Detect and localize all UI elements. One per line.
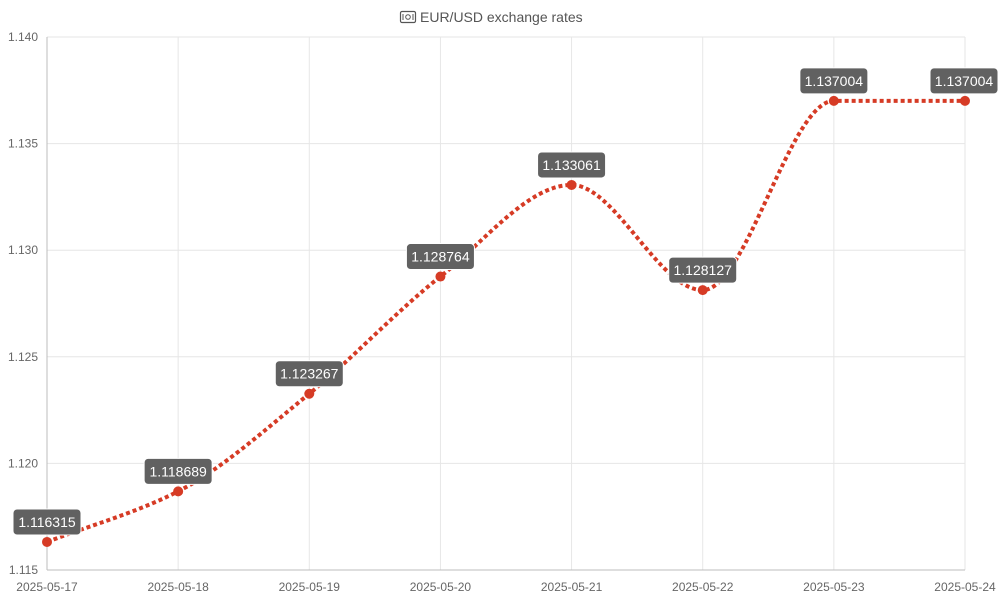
banknote-icon xyxy=(399,10,417,24)
data-label-text: 1.133061 xyxy=(542,157,601,173)
data-label-text: 1.137004 xyxy=(935,73,994,89)
x-tick-label: 2025-05-22 xyxy=(672,580,734,594)
series-line xyxy=(46,98,965,544)
data-label: 1.133061 xyxy=(537,151,607,179)
data-label-text: 1.118689 xyxy=(149,463,207,479)
data-label-text: 1.116315 xyxy=(18,514,76,530)
data-label: 1.116315 xyxy=(12,508,82,536)
x-tick-label: 2025-05-23 xyxy=(803,580,865,594)
data-label-background xyxy=(274,360,344,388)
data-points xyxy=(42,95,970,547)
y-tick-label: 1.125 xyxy=(8,350,38,364)
data-label-background xyxy=(799,67,869,95)
data-label-background xyxy=(668,256,738,284)
data-label: 1.128764 xyxy=(405,243,475,271)
data-label: 1.137004 xyxy=(799,67,869,95)
chart-title: EUR/USD exchange rates xyxy=(399,9,583,25)
axes: 1.115 1.120 1.125 1.130 1.135 1.140 2025-05-17… xyxy=(8,30,996,594)
data-label-text: 1.123267 xyxy=(280,366,339,382)
y-tick-label: 1.120 xyxy=(8,456,38,470)
data-label-background xyxy=(929,67,999,95)
data-label-text: 1.128764 xyxy=(411,249,470,265)
data-label: 1.128127 xyxy=(668,256,738,284)
y-tick-label: 1.135 xyxy=(8,137,38,151)
data-label-background xyxy=(537,151,607,179)
x-tick-label: 2025-05-21 xyxy=(541,580,603,594)
x-tick-label: 2025-05-20 xyxy=(410,580,472,594)
y-tick-label: 1.140 xyxy=(8,30,38,44)
data-point[interactable] xyxy=(42,536,52,547)
data-label: 1.137004 xyxy=(929,67,999,95)
series-line-layer xyxy=(46,98,965,544)
data-label-background xyxy=(143,457,213,485)
x-tick-label: 2025-05-18 xyxy=(147,580,209,594)
chart-title-text: EUR/USD exchange rates xyxy=(420,9,583,25)
x-tick-label: 2025-05-19 xyxy=(279,580,341,594)
data-labels: 1.116315 1.118689 1.123267 1.128764 1.133061… xyxy=(12,67,999,536)
data-point[interactable] xyxy=(435,271,446,282)
data-point[interactable] xyxy=(960,95,970,106)
data-point[interactable] xyxy=(697,285,708,296)
data-label: 1.123267 xyxy=(274,360,344,388)
data-point[interactable] xyxy=(304,388,315,399)
data-point[interactable] xyxy=(566,179,577,190)
y-tick-label: 1.130 xyxy=(8,243,38,257)
data-label-text: 1.137004 xyxy=(805,73,864,89)
data-label-background xyxy=(405,243,475,271)
x-tick-label: 2025-05-24 xyxy=(934,580,996,594)
data-label-background xyxy=(12,508,82,536)
x-tick-label: 2025-05-17 xyxy=(16,580,78,594)
data-label-text: 1.128127 xyxy=(674,262,733,278)
data-label: 1.118689 xyxy=(143,457,213,485)
y-tick-label: 1.115 xyxy=(9,563,38,577)
data-point[interactable] xyxy=(173,486,184,497)
data-point[interactable] xyxy=(828,95,839,106)
